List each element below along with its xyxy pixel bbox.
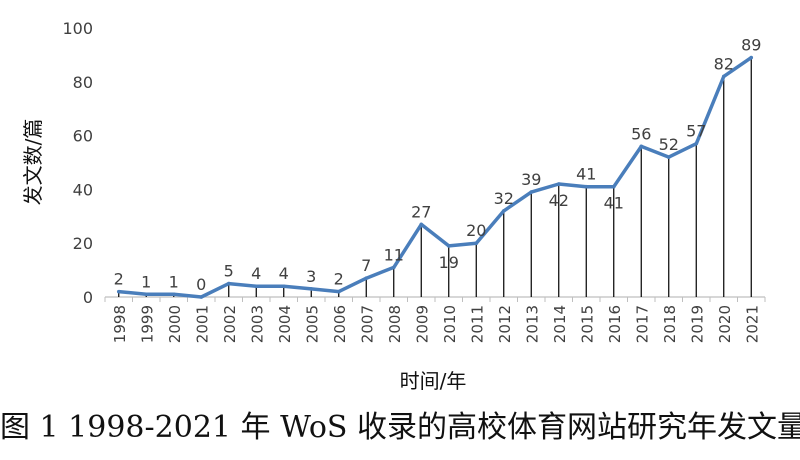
data-label: 82 — [714, 54, 734, 73]
data-label: 56 — [631, 124, 651, 143]
data-point — [364, 276, 369, 280]
x-tick-label: 1999 — [138, 305, 156, 343]
x-tick-labels: 1998 1999 2000 2001 2002 2003 2004 2005 2006 2007… — [111, 305, 762, 343]
axes — [104, 296, 766, 302]
data-point — [556, 182, 561, 186]
y-axis-label: 发文数/篇 — [21, 119, 45, 206]
x-tick-label: 2013 — [523, 305, 541, 343]
data-label: 3 — [306, 267, 316, 286]
series-line — [118, 56, 753, 299]
data-point — [419, 222, 424, 227]
y-tick-label: 60 — [73, 127, 93, 146]
data-label: 42 — [549, 191, 569, 210]
data-label: 4 — [251, 264, 261, 283]
data-label: 89 — [741, 36, 761, 55]
data-label: 41 — [604, 194, 624, 213]
data-point — [254, 284, 259, 289]
x-tick-label: 2005 — [303, 305, 321, 343]
x-tick-label: 2001 — [193, 305, 211, 343]
data-label: 4 — [279, 264, 289, 283]
data-point — [281, 284, 286, 289]
data-point — [611, 184, 616, 189]
y-tick-label: 20 — [73, 234, 93, 253]
x-tick-label: 2009 — [413, 305, 431, 343]
x-tick-label: 1998 — [111, 305, 129, 343]
data-point — [309, 287, 314, 291]
figure-caption: 图 1 1998-2021 年 WoS 收录的高校体育网站研究年发文量 — [0, 410, 800, 445]
x-tick-label: 2003 — [248, 305, 266, 343]
x-tick-label: 2017 — [633, 305, 651, 343]
data-label: 19 — [439, 253, 459, 272]
data-label: 39 — [521, 170, 541, 189]
data-series — [116, 55, 754, 299]
data-point — [694, 141, 699, 146]
x-tick-label: 2000 — [166, 305, 184, 343]
data-label: 2 — [334, 270, 344, 289]
x-tick-label: 2014 — [551, 305, 569, 343]
data-label: 57 — [686, 122, 706, 141]
data-point — [171, 292, 176, 297]
drop-lines — [118, 57, 752, 297]
data-point — [584, 184, 589, 189]
data-label: 27 — [411, 202, 431, 221]
data-point — [721, 74, 726, 79]
data-label: 41 — [576, 165, 596, 184]
x-tick-label: 2002 — [221, 305, 239, 343]
line-chart: 发文数/篇 时间/年 2 1 1 05 4 4 3 271127192032394241415… — [21, 19, 766, 393]
data-point — [226, 281, 231, 286]
data-label: 5 — [224, 262, 234, 281]
data-point — [336, 289, 341, 294]
x-tick-label: 2020 — [716, 305, 734, 343]
data-point — [391, 265, 396, 270]
x-tick-label: 2010 — [441, 305, 459, 343]
y-tick-label: 0 — [83, 288, 93, 307]
data-point — [639, 144, 644, 149]
x-tick-label: 2011 — [468, 305, 486, 343]
data-label: 20 — [466, 221, 486, 240]
data-point — [666, 155, 671, 159]
y-tick-label: 80 — [73, 73, 93, 92]
data-label: 1 — [141, 272, 151, 291]
data-label: 0 — [196, 275, 206, 294]
data-label: 2 — [114, 270, 124, 289]
x-tick-label: 2004 — [276, 305, 294, 343]
data-point — [529, 190, 534, 194]
data-label: 11 — [384, 245, 404, 264]
x-tick-label: 2007 — [358, 305, 376, 343]
data-point — [749, 55, 754, 60]
data-label: 7 — [361, 256, 371, 275]
x-tick-label: 2018 — [661, 305, 679, 343]
data-point — [501, 209, 506, 213]
x-tick-label: 2016 — [606, 305, 624, 343]
data-label: 52 — [659, 135, 679, 154]
y-tick-label: 100 — [62, 19, 93, 38]
x-tick-label: 2015 — [578, 305, 596, 343]
x-axis-label: 时间/年 — [400, 369, 467, 393]
data-label: 1 — [169, 272, 179, 291]
data-point — [116, 289, 121, 294]
x-tick-label: 2019 — [688, 305, 706, 343]
x-tick-label: 2008 — [386, 305, 404, 343]
data-point — [199, 295, 204, 299]
data-point — [144, 292, 149, 297]
data-label: 32 — [494, 189, 514, 208]
data-point — [446, 244, 451, 248]
y-tick-label: 40 — [73, 180, 93, 199]
x-tick-label: 2006 — [331, 305, 349, 343]
x-tick-label: 2021 — [743, 305, 761, 343]
data-point — [474, 241, 479, 245]
y-tick-labels: 0 20 40 60 80 100 — [62, 19, 93, 307]
x-tick-label: 2012 — [496, 305, 514, 343]
